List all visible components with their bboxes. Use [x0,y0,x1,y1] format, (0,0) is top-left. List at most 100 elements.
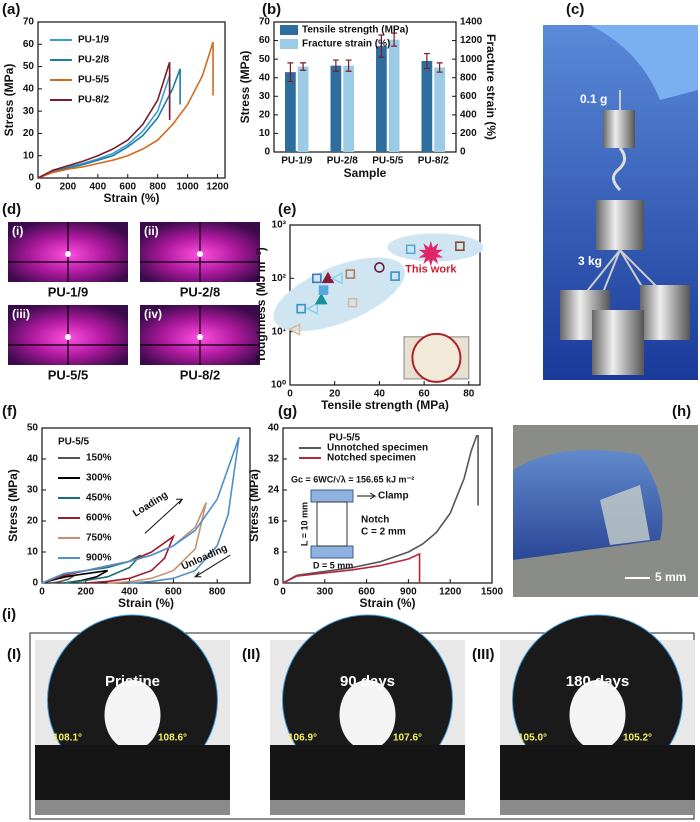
legend-label: Unnotched specimen [327,443,428,454]
plot-frame [37,21,226,179]
y-tick-label: 30 [23,106,35,117]
panel-label: (a) [2,1,20,18]
image-tag: (iv) [144,307,162,321]
y-tick-label: 30 [27,485,39,496]
y2-tick-label: 1200 [460,35,483,46]
clamp [310,545,354,559]
arrow [193,554,231,578]
point [405,244,416,255]
legend-label: Tensile strength (MPa) [302,25,409,36]
x-tick-label: 0 [287,389,293,400]
data-line [37,61,171,179]
substrate [270,745,465,800]
panel-label: (g) [278,403,297,420]
legend-label: Fracture strain (%) [302,39,390,50]
specimen [316,501,348,547]
angle-label: 108.1° [53,733,82,744]
bar [434,67,445,152]
point [296,303,306,314]
y-tick-label: 24 [268,485,280,496]
y-tick-label: 10¹ [272,326,287,337]
point [374,262,385,273]
photo-film [513,425,698,597]
data-line [37,68,181,179]
x-tick-label: 400 [89,182,106,193]
image-caption: PU-5/5 [48,367,88,382]
panel-label: (i) [2,606,16,623]
y-tick-label: 50 [259,54,271,65]
legend-swatch [280,25,298,35]
x-axis-title: Strain (%) [103,191,159,205]
point [287,323,301,336]
x-tick-label: 20 [329,389,341,400]
plot-frame [273,21,457,153]
legend-label: 300% [86,473,112,484]
bar [343,65,354,152]
plot-frame [282,427,493,584]
point [321,271,335,284]
x-tick-label: 1500 [481,587,504,598]
point [418,240,444,267]
point [390,271,400,281]
data-line [37,41,214,179]
legend-label: PU-1/9 [78,35,110,46]
bar [330,65,342,152]
error-bar [391,32,398,47]
y-tick-label: 60 [23,39,35,50]
image-title: 90 days [340,673,395,690]
legend-label: 150% [86,453,112,464]
bar [285,72,296,152]
image-tag: (I) [7,646,21,663]
y-tick-label: 32 [268,454,280,465]
error-bar [345,59,352,72]
point [318,285,329,295]
plot-frame [41,427,251,584]
angle-label: 106.9° [288,733,317,744]
x-tick-label: 1200 [206,182,229,193]
y-tick-label: 30 [259,91,271,102]
y2-axis-title: Fracture strain (%) [484,34,498,140]
data-line [37,75,171,179]
y-tick-label: 0 [32,578,38,589]
x-tick-label: 600 [165,587,182,598]
panel-label: (f) [2,403,17,420]
legend-label: PU-5/5 [78,75,110,86]
y-tick-label: 40 [268,423,280,434]
y-tick-label: 10 [27,547,39,558]
y2-tick-label: 800 [460,72,477,83]
saxs-images [8,222,260,365]
substrate-edge [500,800,695,815]
y-tick-label: 50 [23,61,35,72]
image-tag: (iii) [12,307,30,321]
y2-tick-label: 0 [460,147,466,158]
image-caption: PU-2/8 [180,284,220,299]
y2-tick-label: 200 [460,128,477,139]
legend-swatch [280,39,298,49]
panel-label: (d) [2,201,21,218]
x-axis-title: Tensile strength (MPa) [321,398,449,412]
y-tick-label: 10 [259,128,271,139]
x-tick-label: 200 [77,587,94,598]
point [455,241,465,252]
x-tick-label: 600 [119,182,136,193]
x-tick-label: 1000 [176,182,199,193]
legend-title: PU-5/5 [58,437,90,448]
error-bar [287,62,294,83]
photo-label: 3 kg [578,254,602,268]
arrow [357,492,377,500]
panel-label: (h) [672,403,691,420]
data-line [282,434,479,584]
x-tick-label: 800 [209,587,226,598]
x-tick-label: 800 [149,182,166,193]
error-bar [332,59,339,72]
point [347,297,358,308]
error-bar [423,52,430,70]
legend-label: Notched specimen [327,453,416,464]
x-tick-label: PU-2/8 [327,156,359,167]
image-tag: (III) [472,646,495,663]
x-tick-label: 0 [39,587,45,598]
reflection [339,680,396,750]
y-axis-title: Stress (MPa) [238,51,252,124]
x-axis-title: Strain (%) [118,596,174,610]
